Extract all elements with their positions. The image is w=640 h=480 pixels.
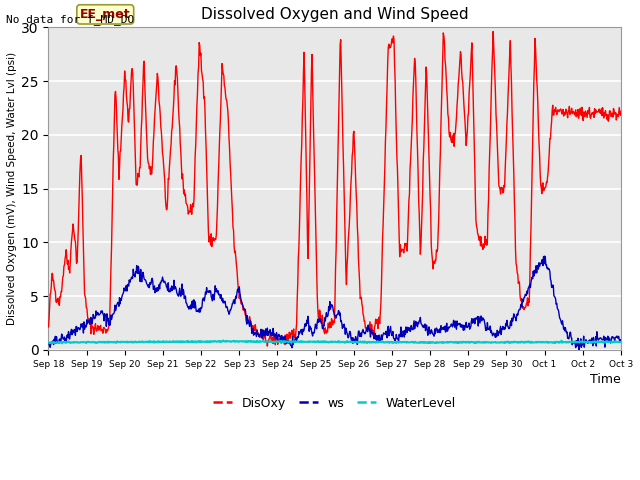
ws <box>45 340 52 346</box>
WaterLevel <box>439 339 447 345</box>
DisOxy <box>490 29 497 35</box>
ws <box>276 333 284 338</box>
ws <box>103 311 111 317</box>
DisOxy <box>45 324 52 330</box>
WaterLevel <box>492 340 500 346</box>
DisOxy <box>502 139 510 144</box>
Y-axis label: Dissolved Oxygen (mV), Wind Speed, Water Lvl (psi): Dissolved Oxygen (mV), Wind Speed, Water… <box>7 52 17 325</box>
Line: ws: ws <box>49 256 621 350</box>
DisOxy <box>617 108 625 114</box>
DisOxy <box>276 335 284 340</box>
WaterLevel <box>502 339 510 345</box>
DisOxy <box>264 343 271 349</box>
Legend: DisOxy, ws, WaterLevel: DisOxy, ws, WaterLevel <box>209 392 461 415</box>
DisOxy <box>298 156 305 161</box>
WaterLevel <box>298 339 305 345</box>
Line: DisOxy: DisOxy <box>49 32 621 346</box>
Title: Dissolved Oxygen and Wind Speed: Dissolved Oxygen and Wind Speed <box>201 7 468 22</box>
WaterLevel <box>617 339 625 345</box>
ws <box>617 338 625 344</box>
DisOxy <box>438 78 446 84</box>
Text: No data for f_MD_DO: No data for f_MD_DO <box>6 14 134 25</box>
Text: EE_met: EE_met <box>80 8 131 21</box>
WaterLevel <box>58 340 66 346</box>
WaterLevel <box>104 339 111 345</box>
X-axis label: Time: Time <box>590 372 621 385</box>
DisOxy <box>492 111 500 117</box>
ws <box>501 326 509 332</box>
WaterLevel <box>277 339 285 345</box>
ws <box>491 333 499 338</box>
DisOxy <box>103 327 111 333</box>
ws <box>541 253 548 259</box>
WaterLevel <box>45 340 52 346</box>
ws <box>575 347 583 353</box>
Line: WaterLevel: WaterLevel <box>49 340 621 343</box>
ws <box>297 329 305 335</box>
WaterLevel <box>220 337 227 343</box>
ws <box>438 327 445 333</box>
